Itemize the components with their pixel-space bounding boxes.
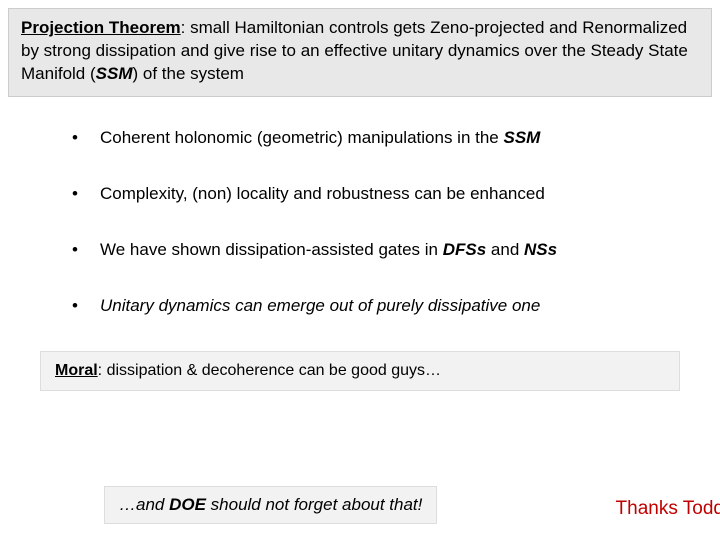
bullet-0-seg-0: Coherent holonomic (geometric) manipulat… [100,128,503,147]
bullet-item-3: Unitary dynamics can emerge out of purel… [72,295,676,317]
bullet-item-1: Complexity, (non) locality and robustnes… [72,183,676,205]
bullet-2-seg-1: DFSs [443,240,486,259]
doe-word: DOE [169,495,206,514]
bullet-item-0: Coherent holonomic (geometric) manipulat… [72,127,676,149]
bullet-3-seg-0: Unitary dynamics can emerge out of purel… [100,296,540,315]
theorem-title: Projection Theorem [21,18,181,37]
bullet-0-seg-1: SSM [503,128,540,147]
doe-box: …and DOE should not forget about that! [104,486,437,524]
doe-pre: …and [119,495,169,514]
thanks-text: Thanks Todd [616,498,720,520]
bullet-list: Coherent holonomic (geometric) manipulat… [72,127,676,317]
theorem-ssm: SSM [96,64,133,83]
bullet-2-seg-0: We have shown dissipation-assisted gates… [100,240,443,259]
bullet-2-seg-2: and [486,240,524,259]
bullet-2-seg-3: NSs [524,240,557,259]
bullet-item-2: We have shown dissipation-assisted gates… [72,239,676,261]
theorem-body-2: ) of the system [132,64,243,83]
doe-post: should not forget about that! [206,495,422,514]
moral-text: : dissipation & decoherence can be good … [98,362,441,379]
moral-box: Moral: dissipation & decoherence can be … [40,351,680,391]
moral-label: Moral [55,362,98,379]
bullet-1-seg-0: Complexity, (non) locality and robustnes… [100,184,545,203]
theorem-box: Projection Theorem: small Hamiltonian co… [8,8,712,97]
